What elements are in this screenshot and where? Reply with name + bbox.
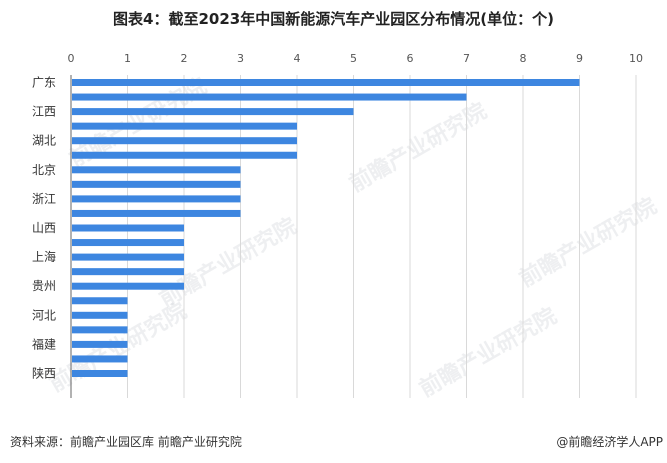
bar <box>72 79 580 86</box>
bar <box>72 166 241 174</box>
chart-title: 图表4：截至2023年中国新能源汽车产业园区分布情况(单位：个) <box>113 10 554 28</box>
x-tick-label: 10 <box>629 52 643 65</box>
x-tick-label: 6 <box>407 52 414 65</box>
brand-label: @前瞻经济学人APP <box>556 435 663 449</box>
category-label: 北京 <box>32 163 56 177</box>
category-label: 湖北 <box>32 133 56 148</box>
x-tick-label: 8 <box>520 52 527 65</box>
x-tick-label: 5 <box>350 52 357 65</box>
bar <box>72 370 128 377</box>
bar <box>72 137 297 145</box>
bar <box>72 282 184 290</box>
bar <box>72 195 241 203</box>
bar <box>72 297 128 305</box>
bar <box>72 326 128 334</box>
x-tick-label: 2 <box>181 52 188 65</box>
category-label: 山西 <box>32 221 56 235</box>
x-tick-label: 9 <box>576 52 583 65</box>
bar <box>72 239 184 247</box>
x-tick-label: 3 <box>237 52 244 65</box>
bar <box>72 209 241 217</box>
bar <box>72 253 184 261</box>
bar <box>72 224 184 232</box>
x-tick-label: 7 <box>463 52 470 65</box>
bar <box>72 151 297 159</box>
category-label: 上海 <box>32 249 56 264</box>
source-note: 资料来源：前瞻产业园区库 前瞻产业研究院 <box>10 435 242 449</box>
bar <box>72 355 128 363</box>
category-label: 广东 <box>32 76 56 90</box>
category-label: 河北 <box>32 308 56 322</box>
category-label: 陕西 <box>32 366 56 381</box>
bar <box>72 93 467 101</box>
category-label: 贵州 <box>32 279 56 293</box>
bar <box>72 268 184 276</box>
bar <box>72 108 354 116</box>
x-tick-label: 1 <box>124 52 131 65</box>
category-label: 浙江 <box>32 192 56 206</box>
category-label: 福建 <box>32 336 56 351</box>
bar <box>72 340 128 348</box>
category-label: 江西 <box>32 105 56 119</box>
bar <box>72 180 241 188</box>
bar <box>72 311 128 319</box>
x-tick-label: 4 <box>294 52 301 65</box>
bar <box>72 122 297 130</box>
x-tick-label: 0 <box>68 52 75 65</box>
